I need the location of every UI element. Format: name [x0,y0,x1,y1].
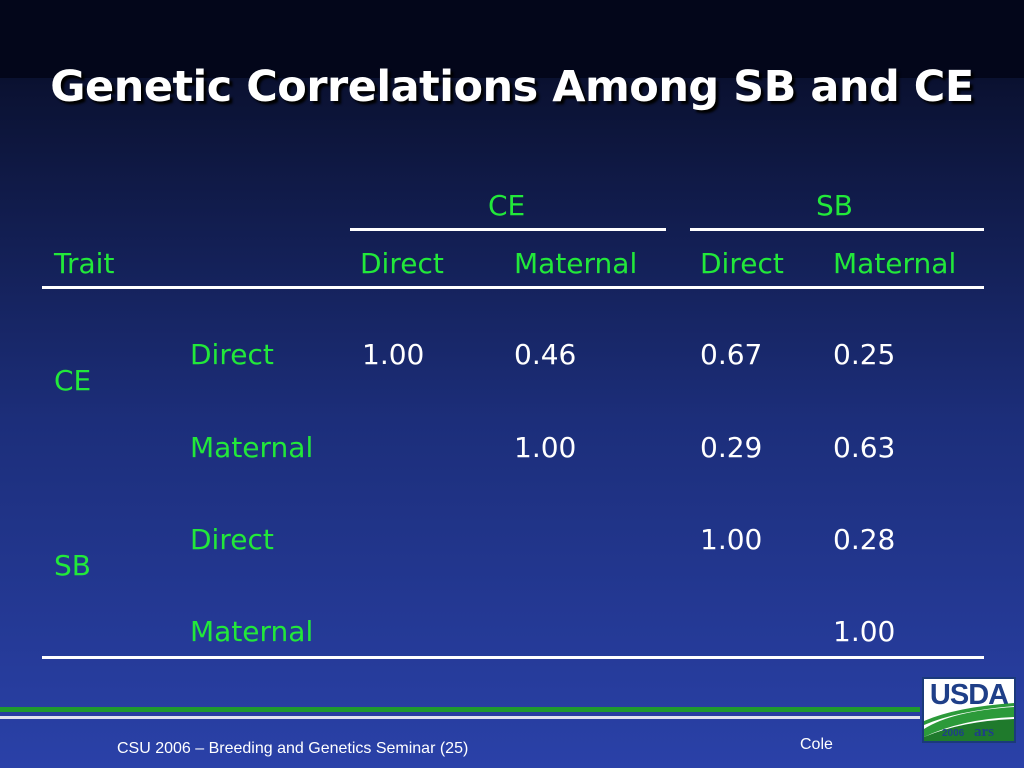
table-cell: 0.25 [833,338,896,371]
slide-title: Genetic Correlations Among SB and CE [50,62,974,112]
group-header-sb: SB [816,189,853,222]
table-cell: 0.63 [833,431,896,464]
column-header-sb-direct: Direct [700,247,784,280]
bottom-rule [42,656,984,659]
table-cell: 1.00 [833,615,896,648]
footer-seminar-text: CSU 2006 – Breeding and Genetics Seminar… [117,740,469,757]
row-group-ce: CE [54,364,92,397]
row-label: Maternal [190,431,314,464]
column-header-sb-maternal: Maternal [833,247,957,280]
row-label: Maternal [190,615,314,648]
table-cell: 0.67 [700,338,763,371]
table-cell: 1.00 [514,431,577,464]
group-rule-sb [690,228,984,231]
group-header-ce: CE [488,189,526,222]
group-rule-ce [350,228,666,231]
row-group-sb: SB [54,549,91,582]
logo-year: 2006 [942,728,965,739]
column-header-ce-direct: Direct [360,247,444,280]
logo-ars: ars [974,724,994,740]
trait-header: Trait [54,247,115,280]
footer-band-white [0,716,920,719]
footer-band-green [0,707,920,712]
table-cell: 0.46 [514,338,577,371]
header-rule [42,286,984,289]
footer-author: Cole [800,736,833,753]
table-cell: 0.28 [833,523,896,556]
usda-logo: USDA 2006 ars [922,677,1016,743]
usda-field-icon [924,703,1014,741]
column-header-ce-maternal: Maternal [514,247,638,280]
row-label: Direct [190,338,274,371]
title-band [0,0,1024,78]
row-label: Direct [190,523,274,556]
table-cell: 1.00 [700,523,763,556]
table-cell: 0.29 [700,431,763,464]
table-cell: 1.00 [362,338,425,371]
